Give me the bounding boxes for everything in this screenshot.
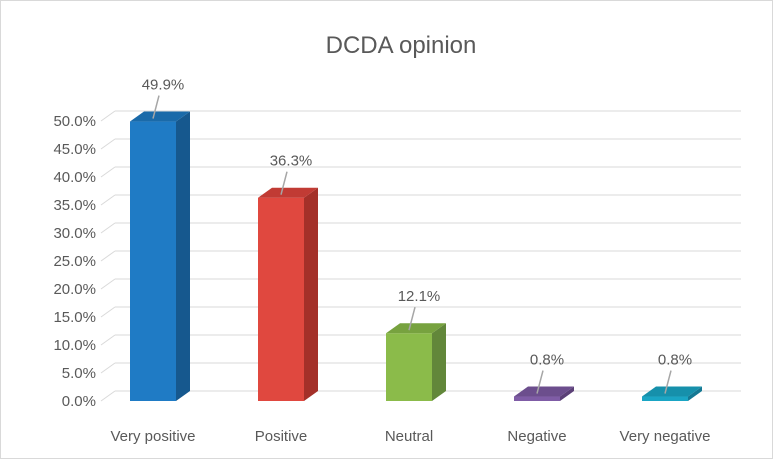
bars — [130, 111, 702, 401]
grid-line — [100, 278, 741, 290]
grid-line — [100, 222, 741, 234]
svg-text:0.8%: 0.8% — [658, 352, 692, 369]
chart-title: DCDA opinion — [326, 32, 477, 59]
data-label: 49.9% — [142, 77, 185, 119]
x-category-label: Positive — [255, 428, 308, 445]
y-tick-label: 25.0% — [53, 253, 96, 270]
svg-text:49.9%: 49.9% — [142, 77, 185, 94]
y-tick-label: 10.0% — [53, 337, 96, 354]
y-tick-label: 15.0% — [53, 309, 96, 326]
x-category-label: Negative — [507, 428, 566, 445]
bar — [514, 386, 574, 401]
y-tick-label: 20.0% — [53, 281, 96, 298]
data-labels: 49.9% 36.3% 12.1% 0.8% 0.8% — [142, 77, 692, 394]
grid-line — [100, 306, 741, 318]
x-category-label: Very positive — [110, 428, 195, 445]
svg-text:0.8%: 0.8% — [530, 352, 564, 369]
svg-text:36.3%: 36.3% — [270, 153, 313, 170]
y-axis-ticks: 0.0% 5.0% 10.0% 15.0% 20.0% 25.0% 30.0% 35.0% 40… — [53, 113, 96, 410]
x-category-label: Very negative — [620, 428, 711, 445]
y-tick-label: 35.0% — [53, 197, 96, 214]
x-axis-categories: Very positive Positive Neutral Negative Very… — [110, 428, 710, 445]
y-tick-label: 5.0% — [62, 365, 96, 382]
data-label: 0.8% — [530, 352, 564, 394]
grid-line — [100, 250, 741, 262]
data-label: 36.3% — [270, 153, 313, 195]
y-tick-label: 30.0% — [53, 225, 96, 242]
y-tick-label: 45.0% — [53, 141, 96, 158]
bar — [642, 386, 702, 401]
y-tick-label: 0.0% — [62, 393, 96, 410]
x-category-label: Neutral — [385, 428, 433, 445]
bar — [130, 111, 190, 401]
data-label: 0.8% — [658, 352, 692, 394]
grid-line — [100, 110, 741, 122]
bar — [258, 187, 318, 401]
y-tick-label: 50.0% — [53, 113, 96, 130]
grid-line — [100, 194, 741, 206]
bar — [386, 323, 446, 401]
y-tick-label: 40.0% — [53, 169, 96, 186]
grid-line — [100, 138, 741, 150]
data-label: 12.1% — [398, 288, 441, 331]
svg-text:12.1%: 12.1% — [398, 288, 441, 305]
grid-line — [100, 166, 741, 178]
